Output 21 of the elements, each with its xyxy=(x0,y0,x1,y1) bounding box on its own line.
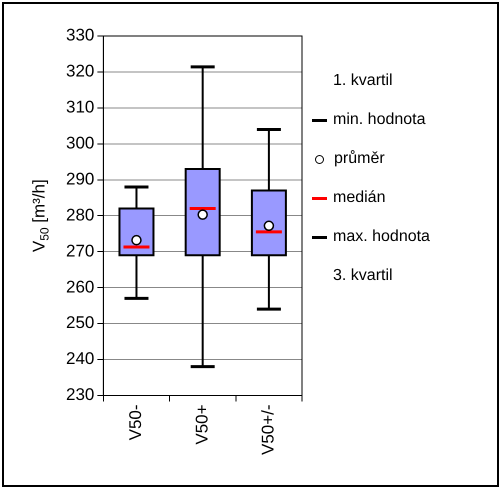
y-tick-label: 310 xyxy=(66,98,94,117)
x-tick-label: V50- xyxy=(126,404,146,440)
y-tick-label: 300 xyxy=(66,134,94,153)
y-tick-label: 250 xyxy=(66,313,94,332)
text: min. hodnota xyxy=(333,111,426,129)
y-tick-label: 330 xyxy=(66,26,94,45)
text: medián xyxy=(333,189,386,207)
y-axis-title: V50 [m³/h] xyxy=(30,179,52,252)
y-tick-label: 320 xyxy=(66,62,94,81)
text: průměr xyxy=(334,150,385,168)
y-tick-label: 260 xyxy=(66,277,94,296)
y-tick-label: 290 xyxy=(66,169,94,188)
y-tick-label: 230 xyxy=(66,385,94,404)
text: 1. kvartil xyxy=(333,72,393,90)
text: max. hodnota xyxy=(333,228,430,246)
x-tick-label: V50+/- xyxy=(258,404,278,455)
x-tick-label: V50+ xyxy=(192,404,212,445)
y-tick-label: 270 xyxy=(66,241,94,260)
y-tick-label: 280 xyxy=(66,205,94,224)
y-tick-label: 240 xyxy=(66,349,94,368)
text: 3. kvartil xyxy=(333,267,393,285)
